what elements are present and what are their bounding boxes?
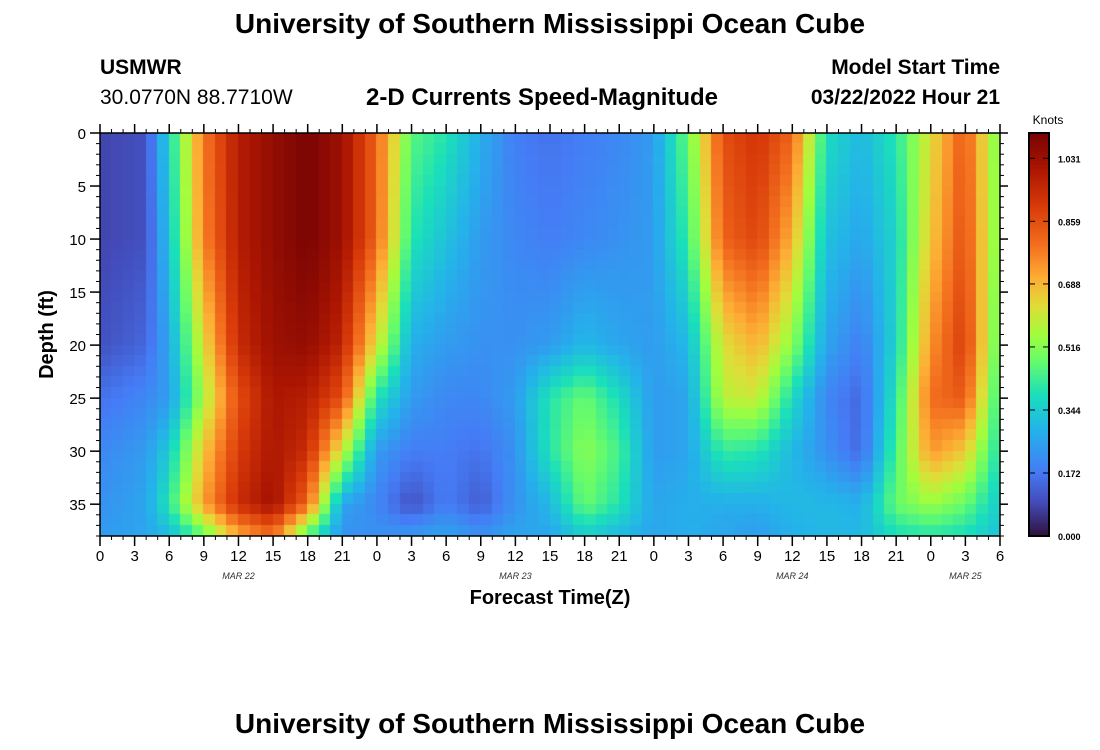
chart-subtitle: 2-D Currents Speed-Magnitude (366, 84, 719, 111)
x-tick-label: 3 (407, 548, 415, 565)
date-label: MAR 23 (499, 571, 532, 581)
y-tick-label: 25 (69, 391, 86, 408)
x-tick-label: 18 (576, 548, 593, 565)
colorbar-tick-label: 1.031 (1058, 154, 1081, 164)
colorbar-unit-label: Knots (1033, 113, 1064, 127)
x-tick-label: 0 (927, 548, 935, 565)
x-tick-label: 12 (784, 548, 801, 565)
date-label: MAR 24 (776, 571, 809, 581)
x-tick-label: 0 (650, 548, 658, 565)
x-tick-label: 12 (507, 548, 524, 565)
x-tick-label: 6 (719, 548, 727, 565)
x-tick-label: 3 (130, 548, 138, 565)
y-tick-label: 0 (78, 126, 86, 143)
x-tick-label: 6 (442, 548, 450, 565)
date-label: MAR 22 (222, 571, 255, 581)
station-coordinates: 30.0770N 88.7710W (100, 86, 293, 109)
x-tick-label: 12 (230, 548, 247, 565)
colorbar-tick-label: 0.344 (1058, 406, 1081, 416)
colorbar-tick-label: 0.859 (1058, 217, 1081, 227)
y-tick-label: 20 (69, 338, 86, 355)
x-tick-label: 15 (265, 548, 282, 565)
x-tick-label: 6 (996, 548, 1004, 565)
x-tick-label: 21 (334, 548, 351, 565)
y-tick-label: 10 (69, 232, 86, 249)
x-tick-label: 6 (165, 548, 173, 565)
colorbar-tick-label: 0.000 (1058, 532, 1081, 542)
y-tick-label: 30 (69, 444, 86, 461)
model-start-label: Model Start Time (831, 56, 1000, 79)
y-tick-label: 5 (78, 179, 86, 196)
date-label: MAR 25 (949, 571, 983, 581)
colorbar-tick-label: 0.516 (1058, 343, 1081, 353)
x-tick-label: 21 (888, 548, 905, 565)
x-tick-label: 18 (299, 548, 316, 565)
x-tick-label: 9 (477, 548, 485, 565)
model-start-value: 03/22/2022 Hour 21 (810, 86, 1000, 109)
x-tick-label: 0 (373, 548, 381, 565)
x-tick-label: 0 (96, 548, 104, 565)
x-axis-label: Forecast Time(Z) (470, 587, 631, 609)
page-title: University of Southern Mississippi Ocean… (234, 8, 866, 39)
colorbar-tick-label: 0.688 (1058, 280, 1081, 290)
x-tick-label: 9 (200, 548, 208, 565)
y-tick-label: 35 (69, 497, 86, 514)
x-tick-label: 15 (542, 548, 559, 565)
station-id: USMWR (100, 56, 182, 79)
y-tick-label: 15 (69, 285, 86, 302)
colorbar-frame (1028, 132, 1050, 537)
colorbar-gradient (1029, 133, 1049, 536)
speed-heatmap (100, 133, 1000, 536)
x-tick-label: 9 (754, 548, 762, 565)
x-tick-label: 18 (853, 548, 870, 565)
x-tick-label: 3 (961, 548, 969, 565)
colorbar-tick-label: 0.172 (1058, 469, 1081, 479)
x-tick-label: 3 (684, 548, 692, 565)
axes-group: 0 3 6 9 12 15 18 21 0 3 6 9 12 15 18 21 0 3 6 9 12 15 18 21 0 3 6 M… (36, 113, 1081, 609)
footer-title: University of Southern Mississippi Ocean… (234, 708, 866, 739)
x-tick-label: 15 (819, 548, 836, 565)
y-axis-label: Depth (ft) (36, 290, 58, 379)
plot-frame (99, 132, 1001, 537)
x-tick-label: 21 (611, 548, 628, 565)
